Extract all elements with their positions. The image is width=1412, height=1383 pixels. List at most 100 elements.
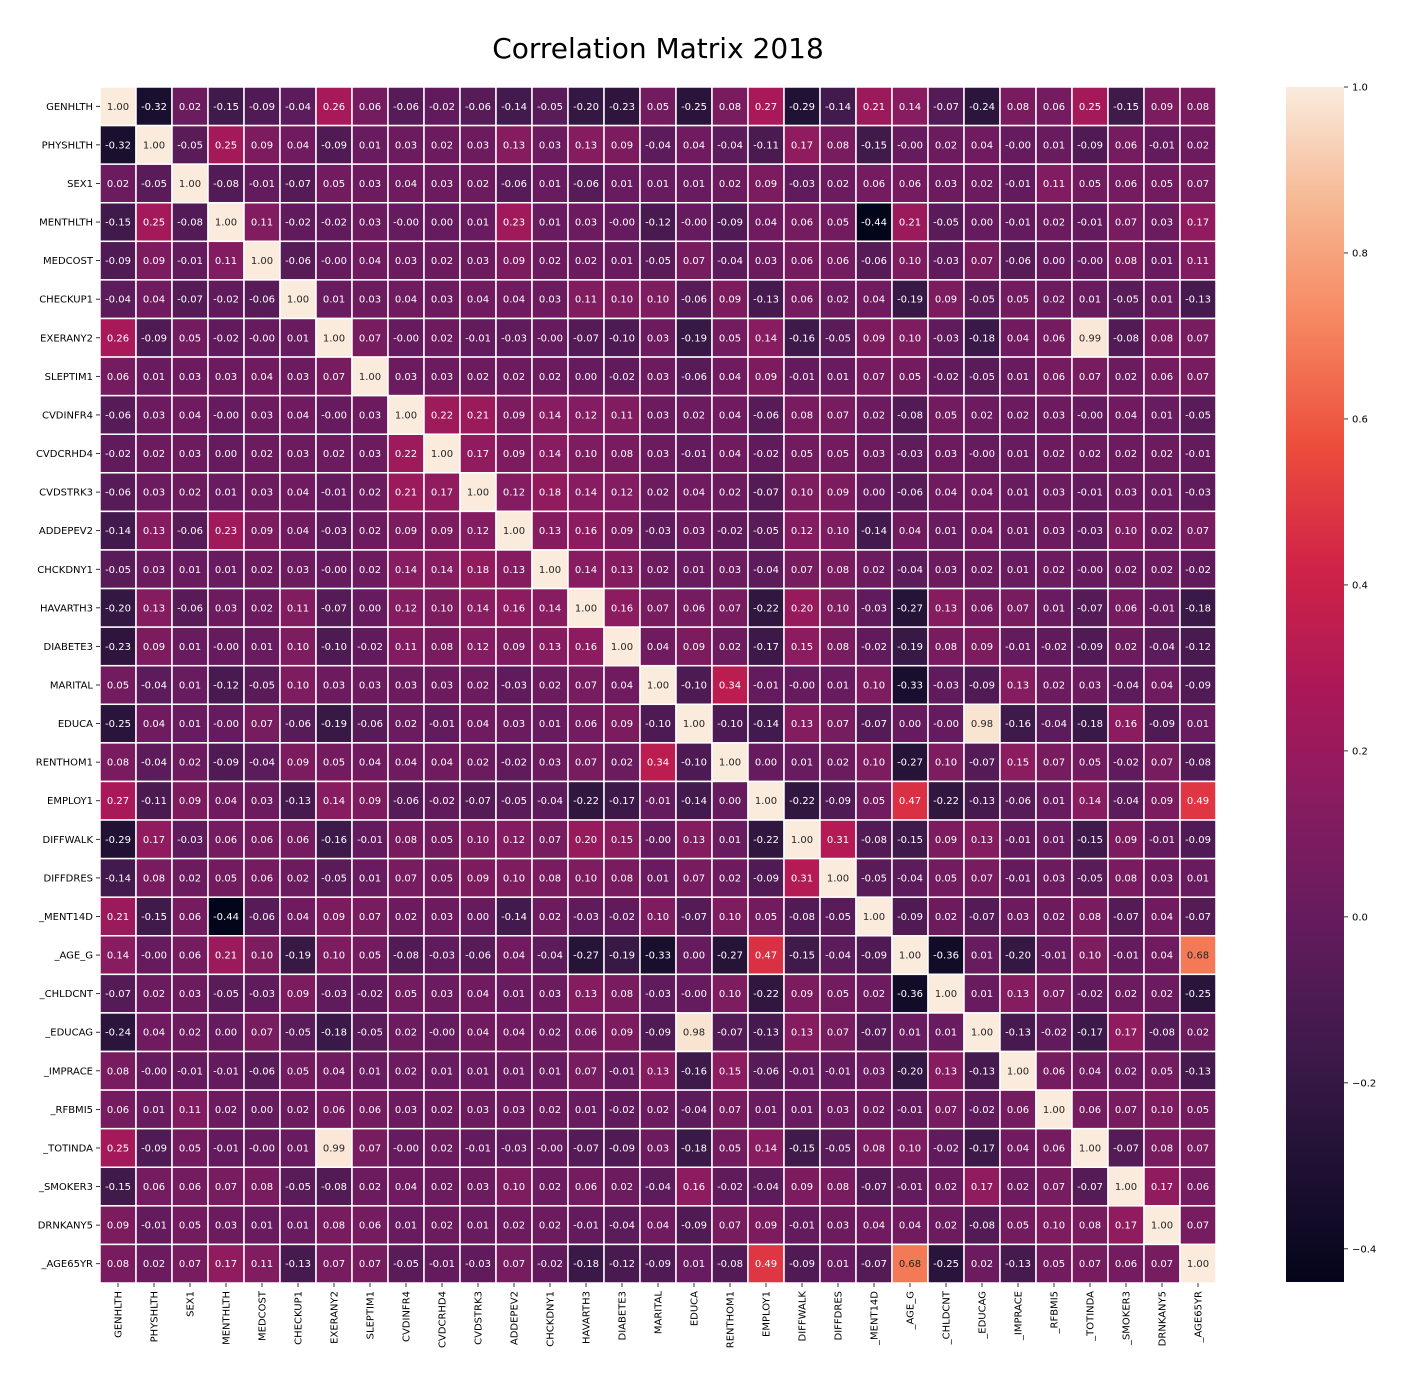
cell-value-label: -0.09 — [609, 1143, 635, 1154]
cell-value-label: -0.06 — [285, 719, 311, 730]
cell-value-label: 0.14 — [755, 333, 777, 344]
cell-value-label: -0.10 — [609, 333, 635, 344]
cell-value-label: -0.07 — [573, 333, 599, 344]
cell-value-label: -0.25 — [1185, 989, 1211, 1000]
cell-value-label: 0.04 — [395, 1182, 417, 1193]
cell-value-label: 0.06 — [215, 835, 237, 846]
cell-value-label: -0.01 — [1077, 488, 1103, 499]
cell-value-label: 0.03 — [827, 1221, 849, 1232]
cell-value-label: 0.02 — [935, 140, 957, 151]
heatmap-cell — [207, 1243, 245, 1284]
cell-value-label: 0.07 — [827, 719, 849, 730]
cell-value-label: -0.05 — [861, 873, 887, 884]
cell-value-label: 0.09 — [611, 526, 633, 537]
heatmap-cell — [243, 472, 281, 513]
heatmap-cell — [639, 510, 677, 551]
cell-value-label: 0.06 — [971, 603, 993, 614]
cell-value-label: 0.10 — [611, 295, 633, 306]
cell-value-label: 0.00 — [215, 449, 237, 460]
x-tick-label: _IMPRACE — [1014, 1291, 1025, 1341]
cell-value-label: -0.04 — [753, 565, 779, 576]
heatmap-cell — [387, 587, 425, 628]
cell-value-label: 0.02 — [323, 449, 345, 460]
cell-value-label: 0.11 — [611, 410, 633, 421]
y-tick-label: RENTHOM1 — [36, 758, 93, 769]
cell-value-label: -0.03 — [933, 681, 959, 692]
heatmap-cell — [675, 896, 713, 937]
cell-value-label: -0.01 — [321, 488, 347, 499]
x-tick-label: PHYSHLTH — [150, 1291, 161, 1342]
cell-value-label: 0.10 — [647, 295, 669, 306]
x-tick-label: GENHLTH — [114, 1291, 125, 1338]
heatmap-cell — [963, 703, 1001, 744]
cell-value-label: -0.44 — [213, 912, 239, 923]
cell-value-label: 0.07 — [359, 333, 381, 344]
heatmap-cell — [747, 240, 785, 281]
cell-value-label: 0.06 — [179, 912, 201, 923]
cell-value-label: 0.08 — [251, 1182, 273, 1193]
cell-value-label: 0.03 — [827, 1105, 849, 1116]
cell-value-label: 0.10 — [863, 758, 885, 769]
heatmap-cell — [207, 472, 245, 513]
cell-value-label: 0.14 — [1079, 796, 1101, 807]
cell-value-label: 0.01 — [179, 681, 201, 692]
cell-value-label: 0.03 — [1043, 410, 1065, 421]
heatmap-cell — [963, 124, 1001, 165]
heatmap-cell — [1143, 626, 1181, 667]
cell-value-label: 1.00 — [971, 1028, 993, 1039]
cell-value-label: 0.21 — [107, 912, 129, 923]
heatmap-cell — [675, 857, 713, 898]
cell-value-label: -0.07 — [969, 758, 995, 769]
cell-value-label: -0.07 — [321, 603, 347, 614]
cell-value-label: 0.10 — [431, 603, 453, 614]
cell-value-label: 0.09 — [323, 912, 345, 923]
cell-value-label: -0.08 — [393, 951, 419, 962]
cell-value-label: 0.07 — [935, 1105, 957, 1116]
heatmap-cell — [1071, 587, 1109, 628]
heatmap-cell — [1107, 819, 1145, 860]
cell-value-label: -0.03 — [573, 912, 599, 923]
cell-value-label: 0.04 — [1115, 410, 1137, 421]
cell-value-label: 0.06 — [575, 719, 597, 730]
heatmap-cell — [495, 356, 533, 397]
cell-value-label: -0.16 — [321, 835, 347, 846]
heatmap-cell — [963, 1205, 1001, 1246]
heatmap-cell — [675, 819, 713, 860]
heatmap-cell — [963, 549, 1001, 590]
cell-value-label: 0.04 — [287, 140, 309, 151]
heatmap-cell — [387, 356, 425, 397]
cell-value-label: 0.07 — [719, 603, 741, 614]
cell-value-label: 0.07 — [575, 758, 597, 769]
cell-value-label: 0.04 — [503, 1028, 525, 1039]
heatmap-cell — [783, 510, 821, 551]
heatmap-cell — [423, 935, 461, 976]
heatmap-cell — [675, 935, 713, 976]
heatmap-cell — [531, 1205, 569, 1246]
heatmap-cell — [675, 1205, 713, 1246]
heatmap-cell — [1143, 819, 1181, 860]
heatmap-cell — [1179, 896, 1217, 937]
cell-value-label: 1.00 — [611, 642, 633, 653]
heatmap-cell — [459, 317, 497, 358]
cell-value-label: 0.07 — [827, 410, 849, 421]
cell-value-label: 0.04 — [899, 526, 921, 537]
cell-value-label: 0.05 — [431, 873, 453, 884]
cell-value-label: -0.08 — [1185, 758, 1211, 769]
heatmap-cell — [351, 549, 389, 590]
x-tick-label: _EDUCAG — [978, 1291, 989, 1340]
heatmap-cell — [495, 1050, 533, 1091]
cell-value-label: 0.01 — [323, 295, 345, 306]
heatmap-cell — [1035, 664, 1073, 706]
heatmap-cell — [351, 86, 389, 127]
heatmap-cell — [135, 626, 173, 667]
y-tick-label: _SMOKER3 — [38, 1182, 93, 1193]
cell-value-label: -0.05 — [285, 1182, 311, 1193]
cell-value-label: -0.14 — [825, 102, 851, 113]
cell-value-label: 0.09 — [431, 526, 453, 537]
cell-value-label: -0.04 — [141, 681, 167, 692]
cell-value-label: 0.02 — [719, 488, 741, 499]
colorbar-tick-label: 1.0 — [1352, 83, 1368, 94]
cell-value-label: -0.06 — [105, 410, 131, 421]
cell-value-label: 0.98 — [683, 1028, 705, 1039]
cell-value-label: 0.01 — [719, 835, 741, 846]
